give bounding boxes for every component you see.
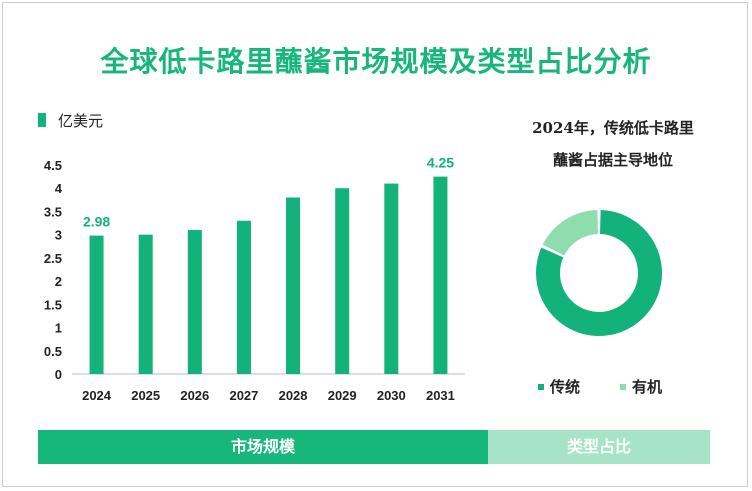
page-title: 全球低卡路里蘸酱市场规模及类型占比分析 (100, 45, 652, 78)
y-tick-label: 3.5 (44, 204, 62, 219)
x-tick-label: 2025 (131, 388, 160, 403)
donut-title-line1: 2024年，传统低卡路里 (532, 119, 694, 137)
donut-slice-0 (536, 210, 662, 336)
y-tick-label: 4 (55, 181, 63, 196)
donut-title: 2024年，传统低卡路里 蘸酱占据主导地位 (498, 112, 728, 176)
bar-2028 (286, 197, 301, 374)
bar-legend: 亿美元 (38, 110, 103, 130)
legend-label-organic: 有机 (632, 378, 663, 396)
x-tick-label: 2026 (180, 388, 209, 403)
donut-slice-1 (542, 210, 599, 257)
bar-2030 (384, 183, 399, 374)
y-tick-label: 2 (55, 274, 62, 289)
y-tick-label: 0 (55, 367, 62, 382)
bar-2029 (335, 188, 350, 374)
data-label: 2.98 (83, 214, 110, 230)
y-tick-label: 1.5 (44, 297, 62, 312)
y-tick-label: 4.5 (44, 158, 62, 173)
tab-market-size[interactable]: 市场规模 (38, 430, 488, 464)
legend-dot-traditional (538, 383, 544, 390)
data-label: 4.25 (427, 155, 454, 171)
tab-type-share[interactable]: 类型占比 (488, 430, 710, 464)
legend-label: 亿美元 (58, 111, 104, 130)
x-tick-label: 2031 (426, 388, 455, 403)
legend-item-organic: 有机 (620, 376, 662, 397)
x-tick-label: 2028 (279, 388, 308, 403)
bar-2026 (187, 230, 202, 374)
legend-item-traditional: 传统 (538, 376, 580, 397)
chart-frame (2, 2, 748, 487)
x-tick-label: 2029 (328, 388, 357, 403)
y-tick-label: 0.5 (44, 344, 62, 359)
y-tick-label: 2.5 (44, 251, 62, 266)
donut-title-line2: 蘸酱占据主导地位 (552, 151, 673, 169)
x-tick-label: 2027 (229, 388, 258, 403)
legend-dot-organic (620, 383, 626, 390)
bar-2031 (433, 176, 448, 374)
bar-2027 (236, 220, 251, 374)
x-tick-label: 2024 (82, 388, 112, 403)
y-tick-label: 3 (55, 228, 62, 243)
y-tick-label: 1 (55, 321, 62, 336)
legend-swatch (38, 113, 46, 127)
bar-2024 (89, 235, 104, 374)
bar-2025 (138, 234, 153, 374)
legend-label-traditional: 传统 (550, 378, 581, 396)
x-tick-label: 2030 (377, 388, 406, 403)
